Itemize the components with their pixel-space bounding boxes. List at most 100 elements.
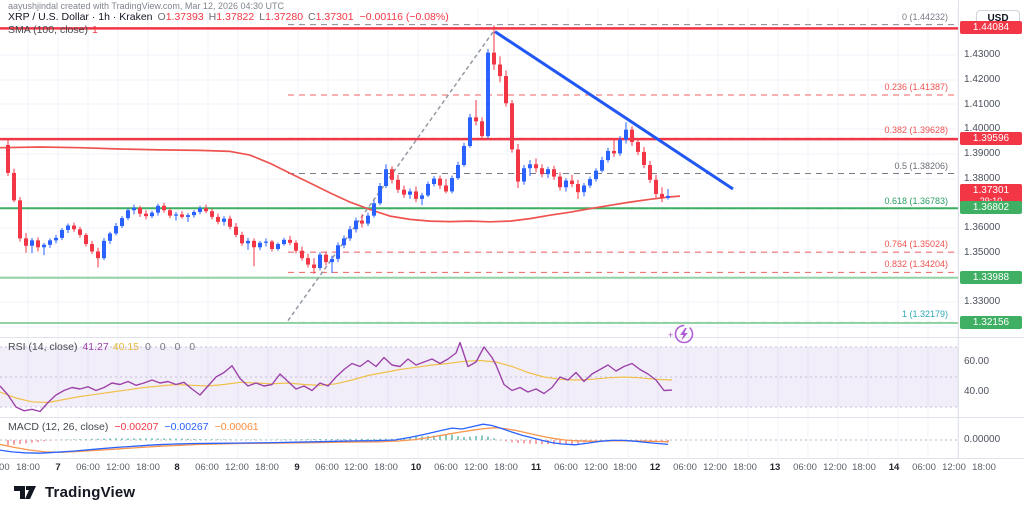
time-axis-label[interactable]: 12:00 (942, 462, 966, 473)
time-axis-label[interactable]: 06:00 (76, 462, 100, 473)
symbol-legend[interactable]: XRP / U.S. Dollar · 1h · Kraken O1.37393 H… (8, 11, 449, 23)
rsi-line (0, 341, 673, 413)
price-badge[interactable]: 1.32156 (960, 315, 1022, 329)
price-axis-tick: 1.39000 (964, 147, 1001, 159)
tradingview-logo[interactable]: TradingView (14, 484, 135, 501)
time-axis-label[interactable]: 06:00 (195, 462, 219, 473)
time-axis-label[interactable]: 18:00 (852, 462, 876, 473)
price-badge[interactable]: 1.44084 (960, 21, 1022, 35)
price-badge[interactable]: 1.36802 (960, 201, 1022, 215)
rsi-axis-tick: 60.00 (964, 356, 990, 367)
rsi-zeros: 0 0 0 0 (145, 341, 199, 353)
pane-separators (0, 0, 1024, 459)
high-value: 1.37822 (216, 11, 255, 23)
fib-level-label: 0.382 (1.39628) (884, 125, 948, 136)
sma-legend[interactable]: SMA (100, close) 1 (8, 24, 98, 36)
price-badge[interactable]: 1.39596 (960, 132, 1022, 146)
time-axis-label[interactable]: 18:00 (136, 462, 160, 473)
price-axis-tick: 1.40000 (964, 123, 1001, 135)
fib-level-label: 0.764 (1.35024) (884, 239, 948, 250)
rsi-label: RSI (14, close) (8, 341, 78, 353)
time-axis-label[interactable]: 12:00 (823, 462, 847, 473)
time-axis-label[interactable]: 18:00 (374, 462, 398, 473)
change-value: −0.00116 (−0.08%) (359, 11, 449, 23)
time-axis-day-label[interactable]: 13 (769, 462, 781, 473)
rsi-ma-line (0, 359, 673, 404)
countdown-timer: 29:10 (960, 196, 1022, 206)
macd-legend[interactable]: MACD (12, 26, close) −0.00207 −0.00267 −0.0… (8, 421, 259, 433)
time-axis-day-label[interactable]: 11 (530, 462, 542, 473)
low-key: L (259, 11, 266, 23)
time-axis-label[interactable]: 06:00 (912, 462, 936, 473)
sma-line (0, 146, 681, 223)
macd-hist-value: −0.00207 (114, 421, 159, 433)
price-axis-tick: 1.43000 (964, 49, 1001, 61)
grid-lines (0, 8, 959, 458)
time-axis-day-label[interactable]: 12 (649, 462, 661, 473)
time-axis-label[interactable]: 12:00 (106, 462, 130, 473)
price-axis-tick: 1.33000 (964, 296, 1001, 308)
time-axis-label[interactable]: 18:00 (972, 462, 996, 473)
time-axis-label[interactable]: 12:00 (703, 462, 727, 473)
open-value: 1.37393 (165, 11, 204, 23)
price-axis-tick: 1.36000 (964, 222, 1001, 233)
time-axis-label[interactable]: 06:00 (315, 462, 339, 473)
macd-label: MACD (12, 26, close) (8, 421, 109, 433)
rsi-axis-tick: 40.00 (964, 386, 990, 397)
close-key: C (308, 11, 316, 23)
time-axis-day-label[interactable]: 7 (55, 462, 61, 473)
fib-level-label: 0.236 (1.41387) (884, 81, 948, 92)
sma-value: 1 (91, 24, 98, 36)
symbol-title: XRP / U.S. Dollar · 1h · Kraken (8, 11, 153, 23)
price-axis-tick: 1.35000 (964, 246, 1001, 258)
time-axis-label[interactable]: 18:00 (494, 462, 518, 473)
macd-value: −0.00267 (164, 421, 209, 433)
price-axis-tick: 1.42000 (964, 73, 1001, 85)
time-axis-label[interactable]: 06:00 (793, 462, 817, 473)
fib-level-label: 0.618 (1.36783) (884, 195, 948, 206)
time-axis-label[interactable]: 06:00 (673, 462, 697, 473)
rsi-legend[interactable]: RSI (14, close) 41.27 40.15 0 0 0 0 (8, 341, 198, 353)
time-axis-label[interactable]: 18:00 (16, 462, 40, 473)
high-key: H (208, 11, 217, 23)
falling-trendline (494, 30, 734, 191)
macd-histogram (7, 434, 669, 446)
macd-signal-value: −0.00061 (214, 421, 259, 433)
tradingview-logo-icon (14, 486, 36, 499)
rsi-value: 41.27 (82, 341, 109, 353)
time-axis-label[interactable]: 06:00 (554, 462, 578, 473)
fib-level-label: 0.832 (1.34204) (884, 259, 948, 270)
time-axis-label[interactable]: 18:00 (255, 462, 279, 473)
svg-text:+: + (668, 330, 673, 340)
time-axis-label[interactable]: 12:00 (225, 462, 249, 473)
price-badge[interactable]: 1.33988 (960, 270, 1022, 284)
macd-signal-line (0, 427, 669, 453)
macd-axis-tick: 0.00000 (964, 434, 1001, 445)
price-badge[interactable]: 1.3730129:10 (960, 183, 1022, 207)
price-axis-tick: 1.41000 (964, 98, 1001, 110)
time-axis-label[interactable]: 12:00 (464, 462, 488, 473)
time-axis-label[interactable]: :00 (0, 462, 10, 473)
sma-label: SMA (100, close) (8, 24, 88, 36)
macd-line (0, 423, 669, 454)
rsi-ma-value: 40.15 (112, 341, 140, 353)
time-axis-day-label[interactable]: 10 (410, 462, 422, 473)
replay-bolt-icon: + (668, 324, 694, 344)
attribution-text: aayushjindal created with TradingView.co… (8, 1, 284, 11)
close-value: 1.37301 (315, 11, 354, 23)
time-axis-label[interactable]: 06:00 (434, 462, 458, 473)
time-axis-day-label[interactable]: 14 (888, 462, 900, 473)
fib-level-label: 0 (1.44232) (901, 11, 948, 22)
candles (6, 25, 670, 274)
time-axis-day-label[interactable]: 8 (174, 462, 180, 473)
time-axis-label[interactable]: 12:00 (344, 462, 368, 473)
fib-level-label: 0.5 (1.38206) (894, 160, 948, 171)
time-axis-label[interactable]: 12:00 (584, 462, 608, 473)
time-axis-label[interactable]: 18:00 (733, 462, 757, 473)
tradingview-logo-text: TradingView (45, 484, 136, 501)
time-axis-label[interactable]: 18:00 (613, 462, 637, 473)
time-axis-day-label[interactable]: 9 (294, 462, 300, 473)
low-value: 1.37280 (265, 11, 304, 23)
